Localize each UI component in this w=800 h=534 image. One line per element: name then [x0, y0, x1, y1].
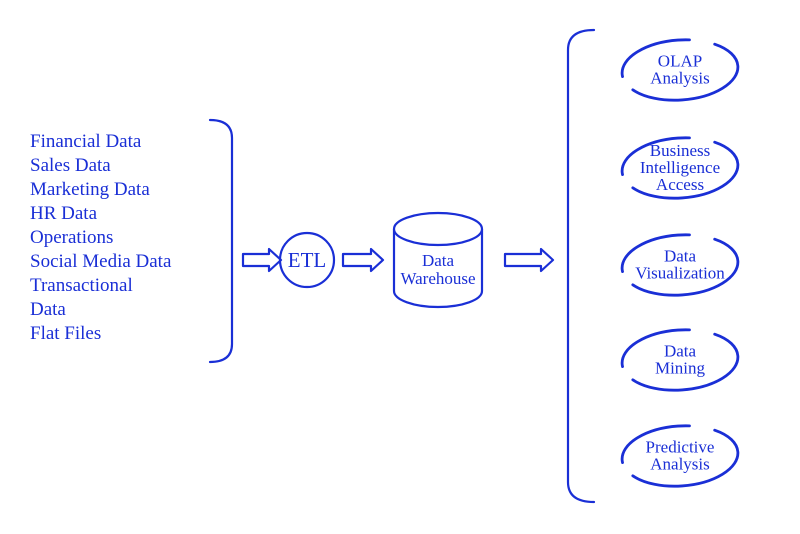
output-label: Analysis: [650, 69, 710, 88]
output-label: Visualization: [635, 264, 725, 283]
etl-flow-diagram: Financial Data Sales Data Marketing Data HR…: [0, 0, 800, 534]
source-item: Sales Data: [30, 155, 111, 176]
etl-label: ETL: [288, 248, 326, 272]
source-item: Marketing Data: [30, 179, 150, 200]
source-item: Social Media Data: [30, 251, 172, 272]
source-item: Financial Data: [30, 131, 142, 152]
source-item: HR Data: [30, 203, 98, 224]
source-item: Operations: [30, 227, 113, 248]
output-label: Access: [656, 175, 704, 194]
source-item: Transactional: [30, 275, 133, 296]
source-item: Data: [30, 299, 66, 320]
output-label: Analysis: [650, 455, 710, 474]
warehouse-top: [394, 213, 482, 245]
warehouse-label: Warehouse: [400, 269, 475, 288]
warehouse-label: Data: [422, 251, 455, 270]
output-label: Mining: [655, 359, 706, 378]
source-item: Flat Files: [30, 323, 101, 344]
